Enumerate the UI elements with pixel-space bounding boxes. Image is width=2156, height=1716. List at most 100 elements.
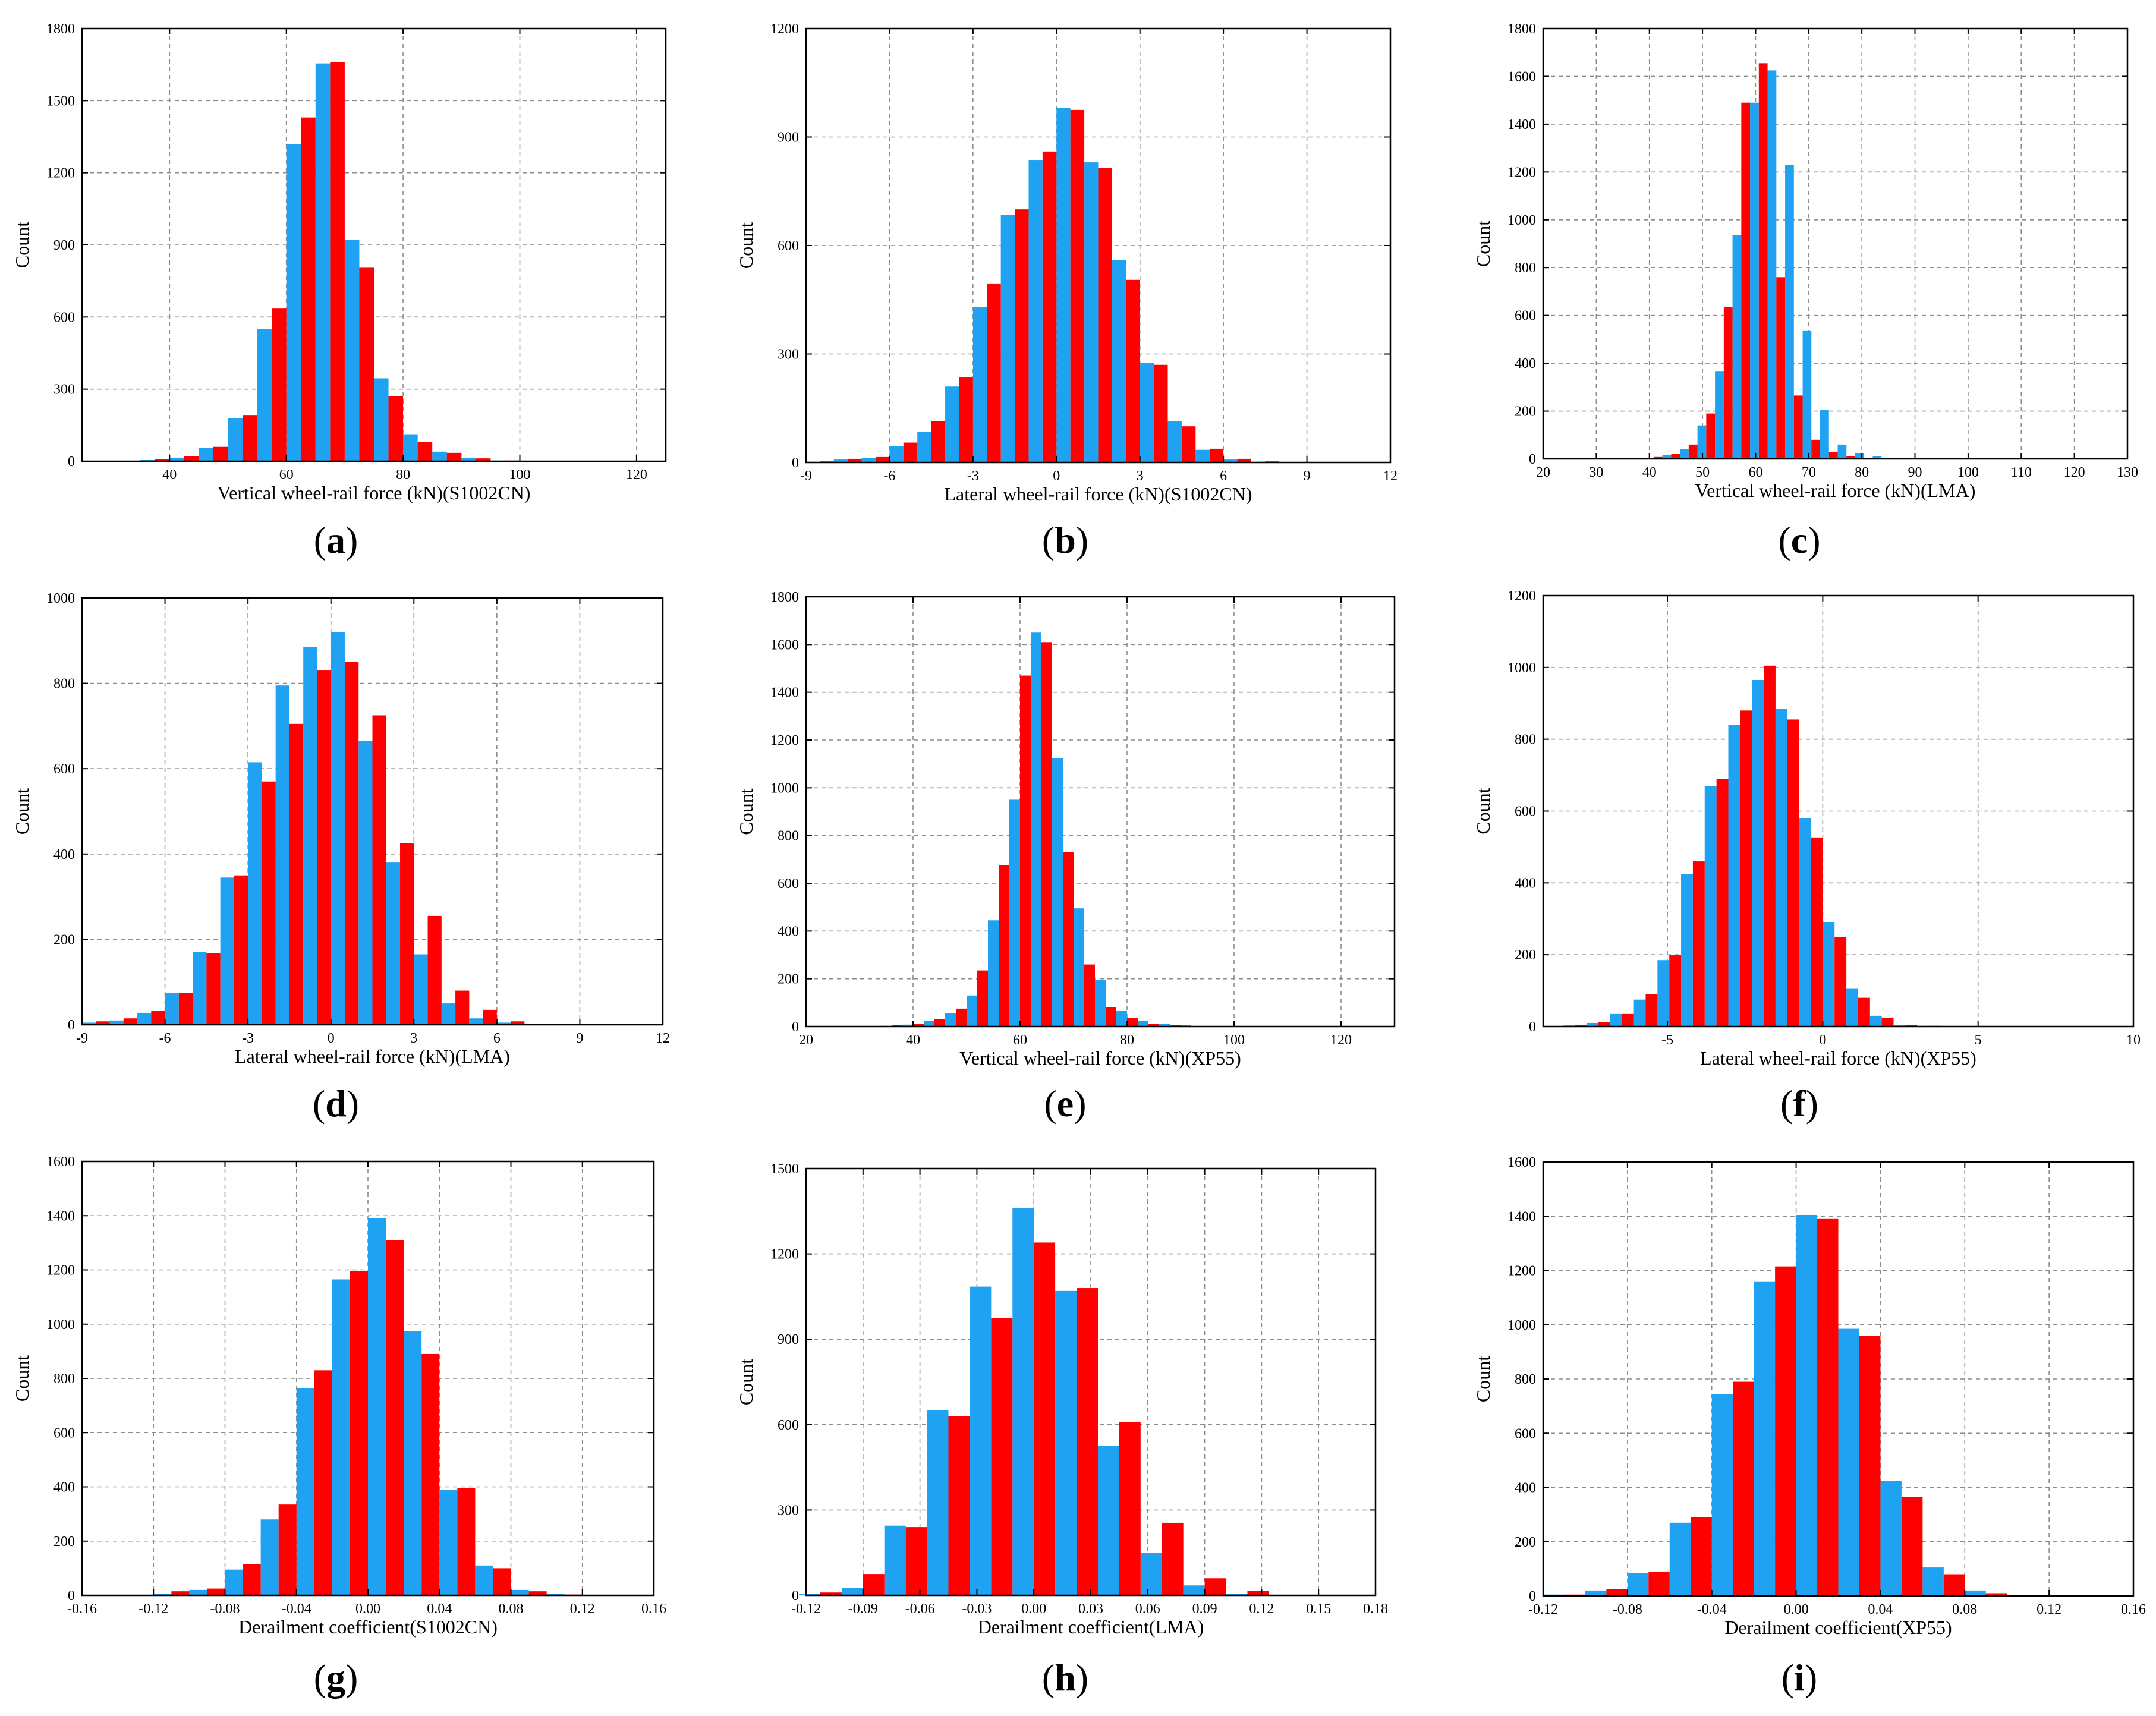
y-tick-label: 200 <box>1515 1535 1536 1550</box>
y-tick-label: 200 <box>1515 947 1536 963</box>
bar-b-series_a-11 <box>1112 260 1126 462</box>
y-tick-label: 900 <box>778 1332 799 1347</box>
x-tick-label: -6 <box>159 1031 171 1046</box>
bar-h-series_a-4 <box>970 1286 992 1595</box>
bar-e-series_b-6 <box>1020 675 1031 1027</box>
bar-d-series_a-7 <box>275 685 289 1025</box>
bar-a-series_a-11 <box>432 451 447 461</box>
bar-i-series_b-10 <box>1985 1593 2007 1596</box>
bar-h-series_b-9 <box>1204 1578 1226 1595</box>
bar-d-series_b-1 <box>123 1018 138 1025</box>
bar-e-series_b-10 <box>1106 1007 1116 1027</box>
x-tick-label: 0.18 <box>1363 1601 1388 1617</box>
chart-panel-d: 0 200 400 600 800 1000 -9 -6 -3 0 3 6 9 12 Lateral whe… <box>11 591 670 1125</box>
bar-e-series_a-2 <box>924 1020 934 1027</box>
bar-d-series_b-12 <box>427 915 442 1025</box>
bar-c-series_b-5 <box>1723 307 1733 459</box>
bar-b-series_b-10 <box>1098 168 1112 462</box>
bar-a-series_b-12 <box>476 458 491 461</box>
bar-a-series_a-3 <box>199 448 213 461</box>
x-tick-label: -0.09 <box>848 1601 878 1617</box>
bar-i-series_a-5 <box>1754 1281 1776 1596</box>
y-tick-label: 900 <box>53 238 75 253</box>
bar-e-series_a-3 <box>945 1013 956 1027</box>
y-axis-title: Count <box>1472 1356 1494 1402</box>
bar-f-series_a-3 <box>1633 999 1646 1027</box>
bar-f-series_a-5 <box>1681 874 1693 1027</box>
y-tick-label: 800 <box>778 829 799 844</box>
bar-i-series_a-2 <box>1627 1573 1649 1596</box>
bar-c-series_a-2 <box>1662 455 1672 459</box>
x-tick-label: 40 <box>162 467 177 483</box>
bar-g-series_b-10 <box>528 1591 547 1595</box>
bar-c-series_b-11 <box>1828 451 1838 459</box>
bar-c-series_a-14 <box>1872 456 1882 459</box>
chart-panel-c: 0 200 400 600 800 1000 1200 1400 1600 1800 20 30 40 5… <box>1472 21 2138 561</box>
x-tick-label: -0.03 <box>962 1601 992 1617</box>
bar-i-series_b-8 <box>1901 1497 1923 1596</box>
bar-i-series_a-6 <box>1796 1214 1818 1596</box>
x-tick-label: 60 <box>279 467 294 483</box>
x-tick-label: -9 <box>76 1031 88 1046</box>
bar-c-series_a-9 <box>1785 165 1794 459</box>
y-tick-label: 1200 <box>1507 588 1536 604</box>
panel-label: (e) <box>1044 1082 1086 1125</box>
x-axis-title: Lateral wheel-rail force (kN)(S1002CN) <box>945 483 1252 505</box>
bar-c-series_a-7 <box>1750 102 1759 459</box>
y-tick-label: 600 <box>1515 804 1536 820</box>
bar-d-series_b-5 <box>234 875 248 1025</box>
bar-d-series_a-1 <box>109 1020 124 1025</box>
bar-b-series_b-1 <box>848 458 862 462</box>
bar-d-series_a-8 <box>303 647 317 1025</box>
bar-c-series_b-7 <box>1758 63 1768 459</box>
plot-frame <box>805 596 1396 1028</box>
bar-h-series_a-7 <box>1097 1446 1119 1595</box>
x-tick-label: 20 <box>1536 465 1550 480</box>
y-tick-label: 1500 <box>46 93 75 109</box>
x-tick-label: 5 <box>1975 1032 1982 1048</box>
bar-e-series_a-8 <box>1052 758 1063 1027</box>
bar-d-series_a-11 <box>386 862 401 1025</box>
bar-b-series_a-13 <box>1167 421 1182 462</box>
bar-a-series_b-6 <box>301 117 316 462</box>
y-tick-label: 1200 <box>46 166 75 181</box>
x-tick-label: 120 <box>2064 465 2085 480</box>
x-tick-label: -0.04 <box>1697 1602 1727 1617</box>
bar-h-series_b-2 <box>905 1527 927 1595</box>
x-tick-label: 0.00 <box>1784 1602 1809 1617</box>
bar-b-series_b-5 <box>959 377 973 462</box>
y-tick-label: 200 <box>778 972 799 987</box>
y-tick-label: 1000 <box>1507 1318 1536 1333</box>
y-tick-label: 1800 <box>1507 21 1536 37</box>
bar-d-series_b-7 <box>289 723 304 1025</box>
bar-f-series_b-5 <box>1692 861 1705 1027</box>
x-axis-title: Vertical wheel-rail force (kN)(S1002CN) <box>218 482 531 503</box>
bar-d-series_b-10 <box>372 715 386 1025</box>
bar-a-series_a-5 <box>257 329 272 461</box>
bar-f-series_a-11 <box>1823 922 1835 1027</box>
bar-c-series_b-12 <box>1846 456 1856 459</box>
bar-g-series_b-5 <box>350 1271 368 1595</box>
bar-c-series_a-10 <box>1802 330 1812 459</box>
x-tick-label: 120 <box>626 467 647 483</box>
bar-d-series_b-8 <box>317 670 331 1025</box>
bar-b-series_a-4 <box>917 432 931 462</box>
bar-b-series_a-14 <box>1195 449 1210 462</box>
bar-d-series_b-6 <box>262 781 276 1025</box>
x-tick-label: 120 <box>1330 1032 1352 1048</box>
bar-f-series_b-11 <box>1834 936 1847 1027</box>
bar-i-series_b-5 <box>1775 1266 1796 1596</box>
bar-h-series_a-9 <box>1183 1585 1205 1595</box>
bar-d-series_a-15 <box>496 1022 511 1025</box>
bar-b-series_b-8 <box>1042 151 1057 463</box>
bar-c-series_a-12 <box>1837 444 1847 459</box>
bar-e-series_b-4 <box>977 970 988 1027</box>
chart-panel-b: 0 300 600 900 1200 -9 -6 -3 0 3 6 9 12 Lateral wheel-… <box>735 21 1398 561</box>
bar-d-series_a-5 <box>220 877 234 1025</box>
bar-f-series_b-10 <box>1811 837 1823 1027</box>
bar-b-series_b-3 <box>903 442 918 462</box>
chart-panel-i: 0 200 400 600 800 1000 1200 1400 1600 -0.12 -0.08 -… <box>1472 1155 2146 1699</box>
bar-i-series_a-9 <box>1922 1567 1944 1596</box>
bar-i-series_a-10 <box>1965 1590 1986 1596</box>
